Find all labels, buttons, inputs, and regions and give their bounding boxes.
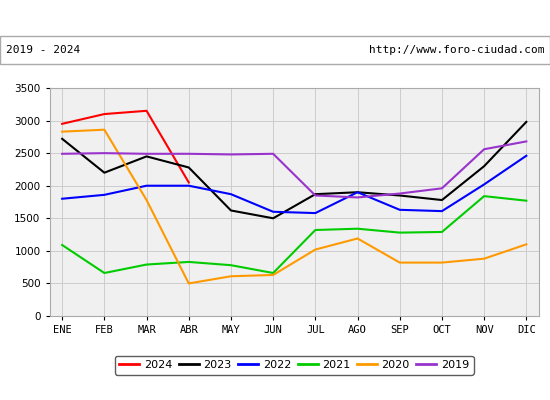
Text: Evolucion Nº Turistas Extranjeros en el municipio de Santa Lucía de Tirajana: Evolucion Nº Turistas Extranjeros en el … <box>50 12 501 24</box>
Legend: 2024, 2023, 2022, 2021, 2020, 2019: 2024, 2023, 2022, 2021, 2020, 2019 <box>115 356 474 375</box>
Text: http://www.foro-ciudad.com: http://www.foro-ciudad.com <box>369 45 544 55</box>
Text: 2019 - 2024: 2019 - 2024 <box>6 45 80 55</box>
